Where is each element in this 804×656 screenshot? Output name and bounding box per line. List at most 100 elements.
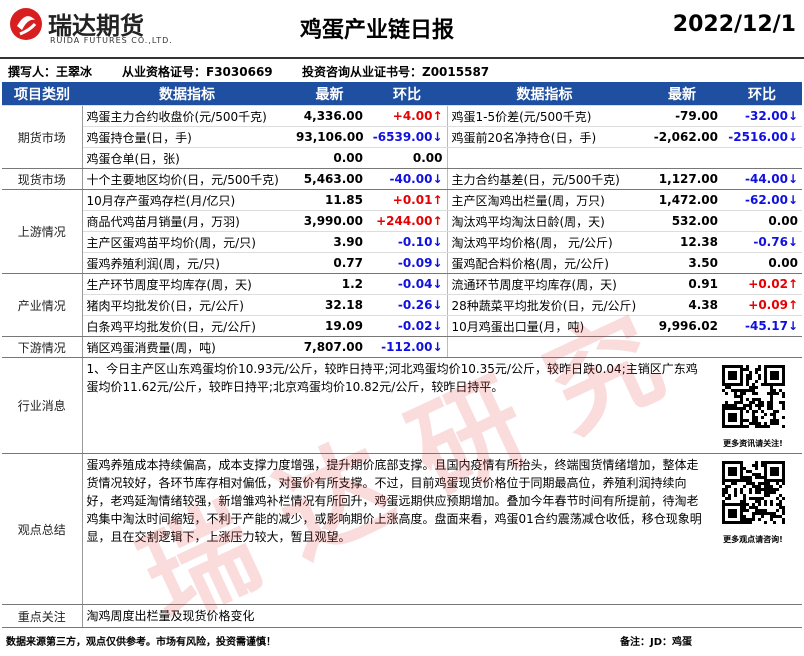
qr-code <box>722 365 785 428</box>
qr-caption: 更多观点请咨询! <box>723 535 783 544</box>
data-table: 项目类别 数据指标 最新 环比 数据指标 最新 环比 期货市场 鸡蛋主力合约收盘价(元/500… <box>2 82 802 628</box>
latest: 4,336.00 <box>292 105 367 127</box>
empty-cell <box>722 147 802 169</box>
empty-cell <box>642 147 722 169</box>
indicator: 主产区蛋鸡苗平均价(周，元/只) <box>82 231 292 253</box>
indicator: 白条鸡平均批发价(日，元/公斤) <box>82 315 292 337</box>
advisor: 投资咨询从业证书号：Z0015587 <box>302 65 490 79</box>
data-row: 鸡蛋持仓量(日，手) 93,106.00 -6539.00↓ 鸡蛋前20名净持仓(日，… <box>2 126 802 148</box>
data-row: 产业情况 生产环节周度平均库存(周，天) 1.2 -0.04↓ 流通环节周度平均库存(周… <box>2 273 802 337</box>
indicator: 淘汰鸡平均价格(周， 元/公斤) <box>446 231 642 253</box>
latest: 0.91 <box>642 273 722 295</box>
change: +4.00↑ <box>367 105 447 127</box>
note-row: 行业消息 1、今日主产区山东鸡蛋均价10.93元/公斤，较昨日持平;河北鸡蛋均价1… <box>2 357 802 454</box>
indicator: 鸡蛋持仓量(日，手) <box>82 126 292 148</box>
column-header: 环比 <box>367 82 447 106</box>
column-header: 数据指标 <box>82 82 292 106</box>
data-row: 上游情况 10月存产蛋鸡存栏(月/亿只) 11.85 +0.01↑ 主产区淘鸡出栏量(周… <box>2 189 802 274</box>
data-row: 鸡蛋仓单(日，张) 0.00 0.00 <box>2 147 802 169</box>
column-header: 最新 <box>642 82 722 106</box>
logo-icon <box>10 8 42 40</box>
change: -32.00↓ <box>722 105 802 127</box>
note-wrap: 1、今日主产区山东鸡蛋均价10.93元/公斤，较昨日持平;河北鸡蛋均价10.35… <box>87 360 799 453</box>
data-row: 下游情况 销区鸡蛋消费量(周，吨) 7,807.00 -112.00↓ <box>2 336 802 358</box>
latest: 93,106.00 <box>292 126 367 148</box>
latest: 0.77 <box>292 252 367 274</box>
category: 产业情况 <box>2 273 83 337</box>
category: 下游情况 <box>2 336 83 358</box>
note-wrap: 淘鸡周度出栏量及现货价格变化 <box>87 607 799 625</box>
title: 鸡蛋产业链日报 <box>300 18 455 43</box>
category: 期货市场 <box>2 105 83 169</box>
qr-block: 更多观点请咨询! <box>708 456 798 549</box>
indicator: 流通环节周度平均库存(周，天) <box>446 273 642 295</box>
qr-caption: 更多资讯请关注! <box>723 439 783 448</box>
latest: -79.00 <box>642 105 722 127</box>
column-header: 环比 <box>722 82 802 106</box>
indicator: 10月鸡蛋出口量(月，吨) <box>446 315 642 337</box>
change: -6539.00↓ <box>367 126 447 148</box>
note-text: 蛋鸡养殖成本持续偏高，成本支撑力度增强，提升期价底部支撑。且国内疫情有所抬头，终… <box>86 458 702 544</box>
note-wrap: 蛋鸡养殖成本持续偏高，成本支撑力度增强，提升期价底部支撑。且国内疫情有所抬头，终… <box>87 456 799 549</box>
data-row: 白条鸡平均批发价(日，元/公斤) 19.09 -0.02↓ 10月鸡蛋出口量(月，吨)… <box>2 315 802 337</box>
header-row: 项目类别 数据指标 最新 环比 数据指标 最新 环比 <box>2 82 802 106</box>
note-text: 淘鸡周度出栏量及现货价格变化 <box>86 609 255 623</box>
empty-cell <box>446 147 642 169</box>
note-row: 重点关注 淘鸡周度出栏量及现货价格变化 <box>2 604 802 628</box>
change: -0.09↓ <box>367 252 447 274</box>
latest: 3,990.00 <box>292 210 367 232</box>
latest: 5,463.00 <box>292 168 367 190</box>
latest: -2,062.00 <box>642 126 722 148</box>
date: 2022/12/1 <box>672 12 796 37</box>
change: -40.00↓ <box>367 168 447 190</box>
indicator: 猪肉平均批发价(日，元/公斤) <box>82 294 292 316</box>
indicator: 十个主要地区均价(日，元/500千克) <box>82 168 292 190</box>
change: -0.04↓ <box>367 273 447 295</box>
column-header: 最新 <box>292 82 367 106</box>
latest: 32.18 <box>292 294 367 316</box>
change: -112.00↓ <box>367 336 447 358</box>
change: 0.00 <box>722 252 802 274</box>
indicator: 10月存产蛋鸡存栏(月/亿只) <box>82 189 292 211</box>
rule <box>0 57 804 59</box>
latest: 3.50 <box>642 252 722 274</box>
indicator: 商品代鸡苗月销量(月，万羽) <box>82 210 292 232</box>
latest: 1.2 <box>292 273 367 295</box>
empty-cell <box>446 336 642 358</box>
change: -0.10↓ <box>367 231 447 253</box>
logo-sub: RUIDA FUTURES CO.,LTD. <box>50 36 173 45</box>
change: +0.02↑ <box>722 273 802 295</box>
note-row: 观点总结 蛋鸡养殖成本持续偏高，成本支撑力度增强，提升期价底部支撑。且国内疫情有所… <box>2 453 802 605</box>
latest: 0.00 <box>292 147 367 169</box>
latest: 12.38 <box>642 231 722 253</box>
indicator: 生产环节周度平均库存(周，天) <box>82 273 292 295</box>
indicator: 鸡蛋主力合约收盘价(元/500千克) <box>82 105 292 127</box>
indicator: 鸡蛋1-5价差(元/500千克) <box>446 105 642 127</box>
qr-code <box>722 461 785 524</box>
change: -0.76↓ <box>722 231 802 253</box>
writer: 撰写人：王翠冰 <box>8 65 93 79</box>
change: -2516.00↓ <box>722 126 802 148</box>
change: 0.00 <box>367 147 447 169</box>
note-cell: 淘鸡周度出栏量及现货价格变化 <box>82 604 802 628</box>
column-header: 数据指标 <box>447 82 642 106</box>
empty-cell <box>722 336 802 358</box>
latest: 532.00 <box>642 210 722 232</box>
disclaimer: 数据来源第三方，观点仅供参考。市场有风险，投资需谨慎！ <box>6 637 276 648</box>
data-row: 期货市场 鸡蛋主力合约收盘价(元/500千克) 4,336.00 +4.00↑ 鸡蛋1-… <box>2 105 802 169</box>
data-row: 蛋鸡养殖利润(周，元/只) 0.77 -0.09↓ 蛋鸡配合料价格(周，元/公斤) 3.… <box>2 252 802 274</box>
indicator: 28种蔬菜平均批发价(日，元/公斤) <box>446 294 642 316</box>
category: 观点总结 <box>2 453 83 605</box>
indicator: 主力合约基差(日，元/500千克) <box>446 168 642 190</box>
category: 上游情况 <box>2 189 83 274</box>
indicator: 鸡蛋仓单(日，张) <box>82 147 292 169</box>
indicator: 主产区淘鸡出栏量(周，万只) <box>446 189 642 211</box>
change: 0.00 <box>722 210 802 232</box>
note-text: 1、今日主产区山东鸡蛋均价10.93元/公斤，较昨日持平;河北鸡蛋均价10.35… <box>86 362 698 394</box>
latest: 11.85 <box>292 189 367 211</box>
note-cell: 1、今日主产区山东鸡蛋均价10.93元/公斤，较昨日持平;河北鸡蛋均价10.35… <box>82 357 802 454</box>
data-row: 现货市场 十个主要地区均价(日，元/500千克) 5,463.00 -40.00↓ 主力… <box>2 168 802 190</box>
latest: 1,472.00 <box>642 189 722 211</box>
data-row: 主产区蛋鸡苗平均价(周，元/只) 3.90 -0.10↓ 淘汰鸡平均价格(周， 元/公… <box>2 231 802 253</box>
